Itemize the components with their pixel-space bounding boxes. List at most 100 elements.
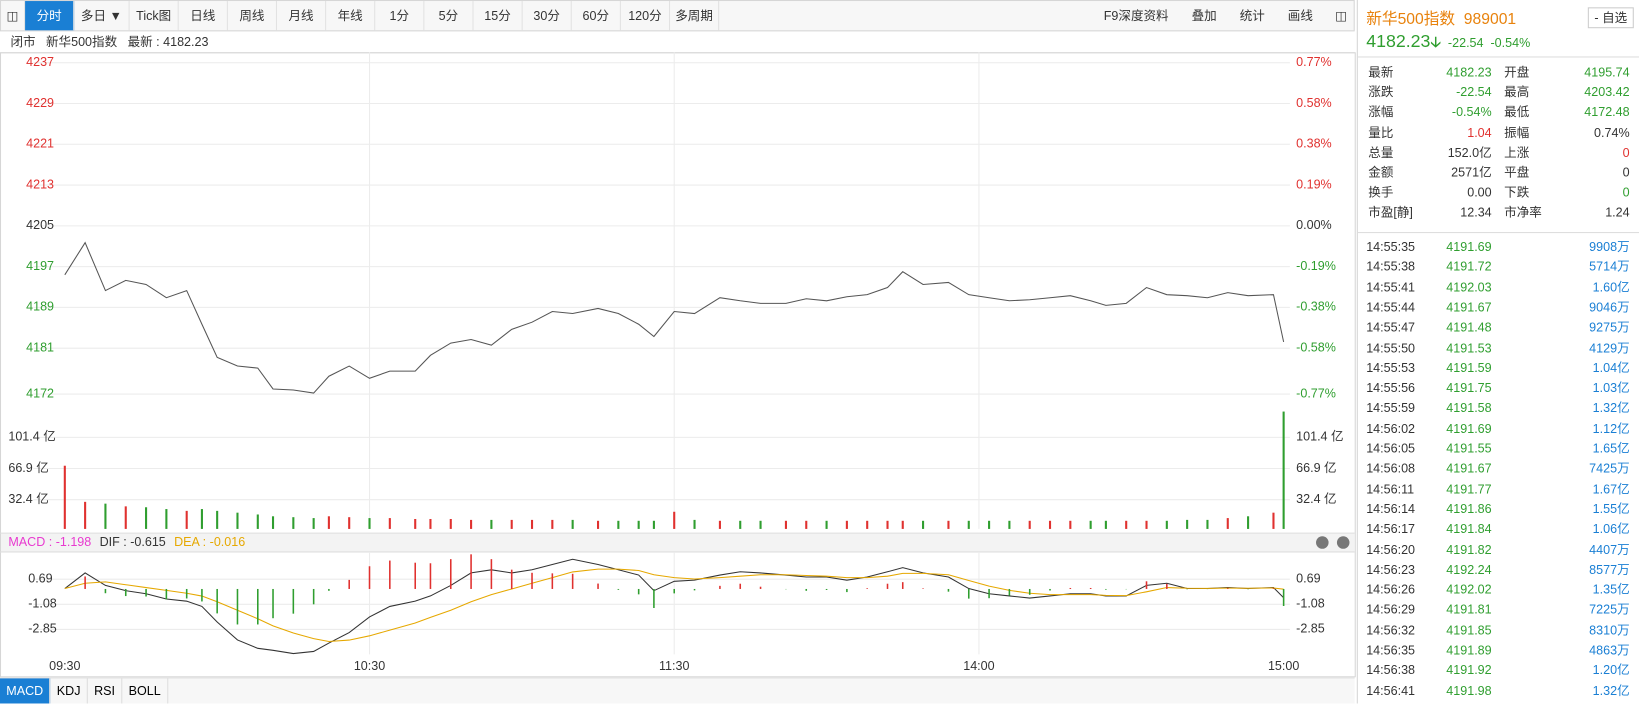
- period-tab[interactable]: Tick图: [130, 1, 179, 31]
- stat-label: 最新: [1368, 64, 1394, 80]
- volume-bar: [510, 519, 513, 529]
- period-tab[interactable]: 分时: [25, 1, 75, 31]
- stat-label: 开盘: [1504, 64, 1530, 80]
- y-tick-label: 4205: [26, 218, 54, 232]
- trade-volume: 4407万: [1589, 541, 1630, 557]
- trade-time: 14:56:23: [1366, 562, 1416, 577]
- stat-value: 0.00: [1467, 185, 1492, 200]
- period-tabs: 分时 多日 ▼ Tick图 日线 周线 月线 年线 1分 5分 15分 30分 60分 120分 多周期: [25, 1, 720, 31]
- volume-bar: [922, 520, 925, 529]
- trade-price: 4191.58: [1446, 400, 1492, 416]
- settings-icon[interactable]: [1336, 536, 1350, 549]
- period-tab[interactable]: 1分: [375, 1, 425, 31]
- volume-bar: [1089, 520, 1092, 529]
- close-icon[interactable]: [1316, 536, 1329, 549]
- volume-bar: [652, 520, 655, 529]
- volume-bar: [312, 518, 315, 529]
- period-tab[interactable]: 日线: [179, 1, 228, 31]
- panel-toggle[interactable]: ◫: [1, 1, 26, 31]
- volume-bar: [388, 518, 391, 529]
- trade-row: 14:56:02 4191.69 1.12亿: [1358, 419, 1632, 439]
- stat-value: 0: [1622, 185, 1630, 200]
- volume-bar: [449, 518, 452, 529]
- trade-time: 14:56:08: [1366, 461, 1416, 476]
- trade-volume: 1.35亿: [1592, 582, 1630, 597]
- period-tab[interactable]: 5分: [424, 1, 474, 31]
- trade-row: 14:55:56 4191.75 1.03亿: [1358, 378, 1632, 398]
- indicator-tab[interactable]: RSI: [88, 678, 123, 704]
- period-tab[interactable]: 15分: [474, 1, 523, 31]
- tool-button[interactable]: 画线: [1287, 8, 1313, 23]
- tool-button[interactable]: 统计: [1239, 8, 1265, 23]
- stat-value: 0: [1622, 165, 1630, 180]
- trade-price: 4191.86: [1446, 501, 1492, 517]
- stat-value: 4203.42: [1584, 84, 1630, 100]
- stat-label: 上涨: [1504, 145, 1530, 160]
- trade-volume: 1.20亿: [1592, 663, 1630, 678]
- period-tab[interactable]: 120分: [621, 1, 671, 31]
- tool-button[interactable]: F9深度资料: [1103, 8, 1169, 23]
- volume-bar: [165, 509, 168, 529]
- volume-bar: [429, 518, 432, 529]
- trade-row: 14:56:17 4191.84 1.06亿: [1358, 520, 1632, 540]
- trade-price: 4191.84: [1446, 521, 1492, 537]
- trade-time: 14:56:32: [1366, 622, 1416, 638]
- trade-price: 4191.53: [1446, 340, 1492, 355]
- x-tick-label: 11:30: [659, 659, 689, 673]
- macd-line: [64, 568, 1284, 643]
- macd-legend: DIF : -0.615: [100, 535, 166, 549]
- down-arrow: 🡣: [1430, 33, 1441, 51]
- volume-bar: [1028, 520, 1031, 529]
- trade-time: 14:56:26: [1366, 582, 1416, 597]
- macd-header-bg: [1, 533, 1355, 552]
- y-tick-label: 4221: [26, 137, 54, 151]
- period-tab[interactable]: 多周期: [670, 1, 720, 31]
- period-tab[interactable]: 月线: [277, 1, 327, 31]
- stat-value: 4172.48: [1584, 104, 1630, 120]
- y-tick-label: -1.08: [28, 597, 57, 611]
- period-tab[interactable]: 60分: [572, 1, 621, 31]
- trade-price: 4191.69: [1446, 420, 1492, 436]
- indicator-tab[interactable]: MACD: [0, 678, 51, 704]
- macd-legend: MACD : -1.198: [8, 535, 91, 549]
- volume-bar: [216, 510, 219, 529]
- latest: 最新 : 4182.23: [127, 34, 209, 50]
- stat-row: 涨幅 -0.54% 最低 4172.48: [1358, 103, 1632, 123]
- volume-bar: [739, 520, 742, 529]
- period-tab[interactable]: 周线: [228, 1, 278, 31]
- panel-toggle[interactable]: ◫: [1335, 8, 1348, 23]
- indicator-tabs: MACD KDJ RSI BOLL: [0, 677, 1355, 704]
- period-tab[interactable]: 多日 ▼: [74, 1, 130, 31]
- stat-value: 0: [1622, 145, 1630, 160]
- volume-bar: [693, 519, 696, 529]
- stat-row: 市盈[静] 12.34 市净率 1.24: [1358, 203, 1632, 223]
- toolbar: ◫ 分时 多日 ▼ Tick图 日线 周线 月线 年线 1分 5分 15分 30分 60分 120分 多周…: [0, 0, 1355, 32]
- tool-button[interactable]: 叠加: [1191, 8, 1217, 23]
- stat-label: 振幅: [1504, 125, 1530, 140]
- trade-time: 14:56:35: [1366, 642, 1416, 658]
- stat-row: 总量 152.0亿 上涨 0: [1358, 143, 1632, 163]
- volume-bar: [490, 519, 493, 529]
- volume-bar: [1206, 519, 1209, 529]
- trade-row: 14:56:05 4191.55 1.65亿: [1358, 439, 1632, 459]
- pct-tick-label: 0.58%: [1296, 96, 1332, 110]
- period-tab[interactable]: 30分: [523, 1, 572, 31]
- stat-value: 152.0亿: [1447, 145, 1492, 160]
- trade-row: 14:55:44 4191.67 9046万: [1358, 298, 1632, 318]
- period-tab[interactable]: 年线: [326, 1, 376, 31]
- volume-bar: [571, 519, 574, 529]
- volume-bar: [1165, 520, 1168, 529]
- trade-price: 4192.24: [1446, 562, 1492, 577]
- indicator-tab[interactable]: KDJ: [51, 678, 88, 704]
- change-pct: -0.54%: [1490, 35, 1531, 51]
- stat-label: 最低: [1504, 104, 1530, 120]
- volume-bar: [825, 520, 828, 529]
- trade-volume: 1.32亿: [1592, 400, 1630, 416]
- watch-button[interactable]: - 自选: [1587, 7, 1634, 29]
- trade-volume: 1.04亿: [1592, 360, 1630, 376]
- indicator-tab[interactable]: BOLL: [122, 678, 168, 704]
- stat-value: 4195.74: [1584, 64, 1630, 80]
- trade-row: 14:55:59 4191.58 1.32亿: [1358, 399, 1632, 419]
- trade-row: 14:56:41 4191.98 1.32亿: [1358, 681, 1632, 701]
- volume-bar: [718, 520, 721, 529]
